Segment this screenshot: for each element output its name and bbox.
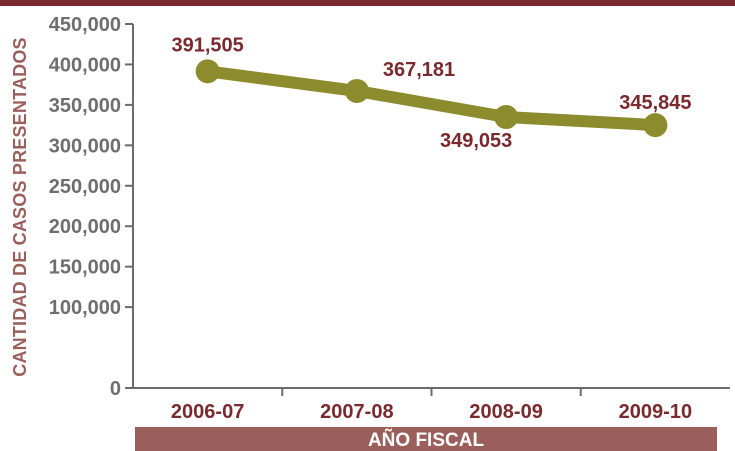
x-axis-label-band bbox=[135, 427, 717, 451]
data-point bbox=[344, 78, 369, 103]
data-points bbox=[195, 59, 668, 138]
data-label: 391,505 bbox=[171, 34, 243, 56]
y-tick-label: 200,000 bbox=[49, 216, 121, 238]
y-tick-label: 400,000 bbox=[49, 54, 121, 76]
y-tick-label: 0 bbox=[110, 378, 121, 400]
data-point bbox=[494, 105, 519, 130]
x-tick-label: 2009-10 bbox=[619, 401, 692, 423]
top-rule bbox=[0, 0, 735, 6]
y-axis-ticks: 0 100,000 150,000 200,000 250,000 300,000 350,… bbox=[49, 14, 133, 400]
data-point bbox=[643, 113, 668, 138]
x-tick-label: 2007-08 bbox=[320, 401, 393, 423]
data-label: 349,053 bbox=[440, 130, 512, 152]
y-tick-label: 250,000 bbox=[49, 176, 121, 198]
y-tick-label: 450,000 bbox=[49, 14, 121, 36]
x-axis-label: AÑO FISCAL bbox=[368, 429, 485, 451]
x-tick-label: 2008-09 bbox=[469, 401, 542, 423]
y-tick-label: 350,000 bbox=[49, 95, 121, 117]
x-axis-ticks: 2006-07 2007-08 2008-09 2009-10 bbox=[171, 388, 692, 423]
series-line bbox=[201, 65, 662, 132]
data-point bbox=[195, 59, 220, 84]
data-label: 345,845 bbox=[619, 92, 691, 114]
y-tick-label: 100,000 bbox=[49, 297, 121, 319]
data-label: 367,181 bbox=[383, 59, 455, 81]
x-tick-label: 2006-07 bbox=[171, 401, 244, 423]
data-labels: 391,505 367,181 349,053 345,845 bbox=[171, 34, 691, 152]
y-tick-label: 150,000 bbox=[49, 257, 121, 279]
y-tick-label: 300,000 bbox=[49, 135, 121, 157]
y-axis-label: CANTIDAD DE CASOS PRESENTADOS bbox=[10, 37, 30, 377]
